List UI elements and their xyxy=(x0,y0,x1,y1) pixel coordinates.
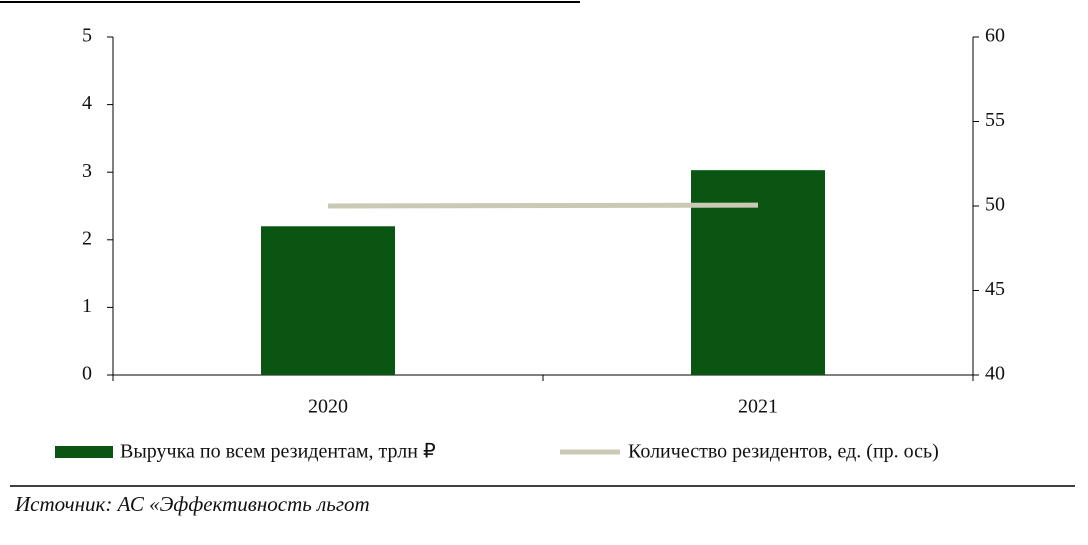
line xyxy=(327,202,759,209)
y-tick-label: 4 xyxy=(82,92,92,114)
source: Источник: АС «Эффективность льгот xyxy=(14,492,370,516)
y-tick-label: 2 xyxy=(82,227,92,249)
x-tick-label: 2021 xyxy=(738,396,778,418)
legend-label: Количество резидентов, ед. (пр. ось) xyxy=(628,441,939,463)
y-tick-label: 1 xyxy=(82,295,92,317)
y2-tick-label: 55 xyxy=(985,109,1005,131)
y2-tick-label: 45 xyxy=(985,278,1005,300)
y2-tick-label: 40 xyxy=(985,363,1005,385)
bar xyxy=(691,170,825,375)
y-tick-label: 5 xyxy=(82,25,92,47)
y2-tick-label: 50 xyxy=(985,194,1005,216)
y2-tick-label: 60 xyxy=(985,25,1005,47)
legend-label: Выручка по всем резидентам, трлн ₽ xyxy=(120,441,436,463)
y-tick-label: 0 xyxy=(82,363,92,385)
legend-swatch xyxy=(55,446,113,458)
x-tick-label: 2020 xyxy=(308,396,348,418)
bar xyxy=(261,226,395,375)
y-tick-label: 3 xyxy=(82,160,92,182)
